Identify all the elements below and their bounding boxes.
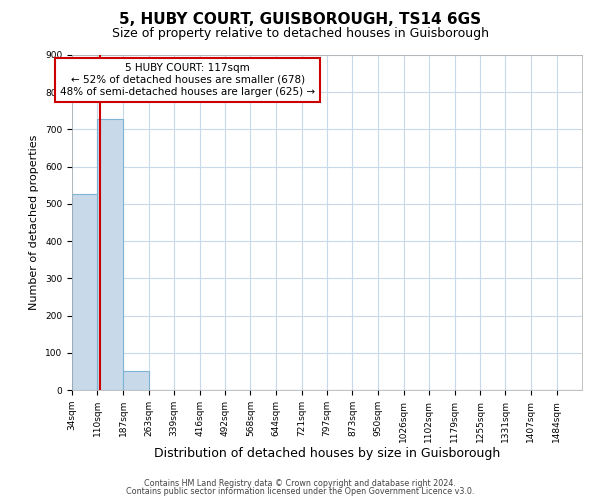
- Text: Contains public sector information licensed under the Open Government Licence v3: Contains public sector information licen…: [126, 487, 474, 496]
- Text: Contains HM Land Registry data © Crown copyright and database right 2024.: Contains HM Land Registry data © Crown c…: [144, 478, 456, 488]
- Text: 5 HUBY COURT: 117sqm
← 52% of detached houses are smaller (678)
48% of semi-deta: 5 HUBY COURT: 117sqm ← 52% of detached h…: [60, 64, 315, 96]
- Y-axis label: Number of detached properties: Number of detached properties: [29, 135, 40, 310]
- Bar: [72, 194, 97, 390]
- Text: Size of property relative to detached houses in Guisborough: Size of property relative to detached ho…: [112, 28, 488, 40]
- X-axis label: Distribution of detached houses by size in Guisborough: Distribution of detached houses by size …: [154, 448, 500, 460]
- Bar: [97, 120, 123, 390]
- Bar: [123, 372, 149, 390]
- Text: 5, HUBY COURT, GUISBOROUGH, TS14 6GS: 5, HUBY COURT, GUISBOROUGH, TS14 6GS: [119, 12, 481, 28]
